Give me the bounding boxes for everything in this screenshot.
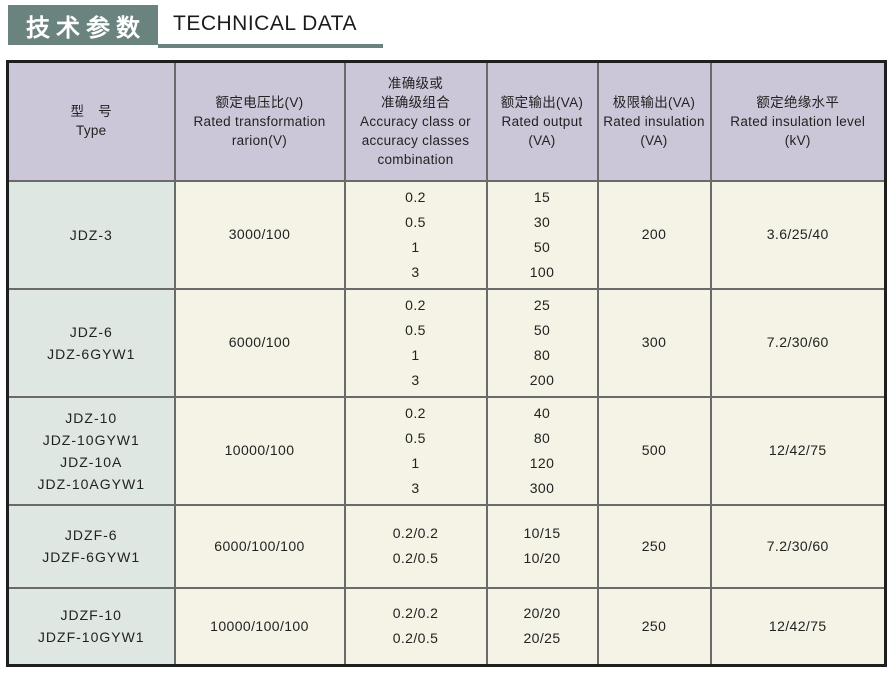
cell-limit-output: 200 [596,179,712,290]
column-header-insulation-level: 额定绝缘水平 Rated insulation level (kV) [709,60,887,182]
cell-rated-output: 10/15 10/20 [485,503,599,589]
column-header-voltage-ratio: 额定电压比(V) Rated transformation rarion(V) [173,60,346,182]
cell-type: JDZF-6 JDZF-6GYW1 [6,503,176,589]
cell-insulation-level: 7.2/30/60 [709,287,887,398]
cell-type: JDZF-10 JDZF-10GYW1 [6,586,176,667]
table-row: JDZF-6 JDZF-6GYW1 6000/100/100 0.2/0.2 0… [6,503,887,589]
cell-insulation-level: 12/42/75 [709,586,887,667]
table-row: JDZ-3 3000/100 0.2 0.5 1 3 15 30 50 100 … [6,179,887,290]
cell-limit-output: 250 [596,503,712,589]
table-row: JDZ-10 JDZ-10GYW1 JDZ-10A JDZ-10AGYW1 10… [6,395,887,506]
column-header-rated-output: 额定输出(VA) Rated output (VA) [485,60,599,182]
table-header-row: 型 号 Type 额定电压比(V) Rated transformation r… [6,60,887,182]
section-title-chinese: 技术参数 [26,14,146,42]
cell-accuracy-class: 0.2/0.2 0.2/0.5 [343,503,488,589]
cell-rated-output: 40 80 120 300 [485,395,599,506]
table-row: JDZ-6 JDZ-6GYW1 6000/100 0.2 0.5 1 3 25 … [6,287,887,398]
cell-insulation-level: 3.6/25/40 [709,179,887,290]
cell-voltage-ratio: 6000/100/100 [173,503,346,589]
cell-rated-output: 20/20 20/25 [485,586,599,667]
column-header-accuracy-class: 准确级或 准确级组合 Accuracy class or accuracy cl… [343,60,488,182]
cell-voltage-ratio: 10000/100 [173,395,346,506]
table-row: JDZF-10 JDZF-10GYW1 10000/100/100 0.2/0.… [6,586,887,667]
cell-type: JDZ-6 JDZ-6GYW1 [6,287,176,398]
cell-accuracy-class: 0.2 0.5 1 3 [343,287,488,398]
cell-rated-output: 15 30 50 100 [485,179,599,290]
column-header-limit-output: 极限输出(VA) Rated insulation (VA) [596,60,712,182]
technical-data-table: 型 号 Type 额定电压比(V) Rated transformation r… [6,60,887,667]
column-header-type: 型 号 Type [6,60,176,182]
cell-accuracy-class: 0.2 0.5 1 3 [343,179,488,290]
cell-voltage-ratio: 10000/100/100 [173,586,346,667]
cell-voltage-ratio: 6000/100 [173,287,346,398]
cell-rated-output: 25 50 80 200 [485,287,599,398]
cell-insulation-level: 7.2/30/60 [709,503,887,589]
cell-accuracy-class: 0.2/0.2 0.2/0.5 [343,586,488,667]
cell-type: JDZ-3 [6,179,176,290]
cell-insulation-level: 12/42/75 [709,395,887,506]
cell-limit-output: 500 [596,395,712,506]
cell-voltage-ratio: 3000/100 [173,179,346,290]
cell-limit-output: 250 [596,586,712,667]
cell-limit-output: 300 [596,287,712,398]
section-title-box: 技术参数 [8,5,158,45]
section-title-english: TECHNICAL DATA [173,12,357,35]
title-underline [158,44,383,48]
cell-accuracy-class: 0.2 0.5 1 3 [343,395,488,506]
cell-type: JDZ-10 JDZ-10GYW1 JDZ-10A JDZ-10AGYW1 [6,395,176,506]
